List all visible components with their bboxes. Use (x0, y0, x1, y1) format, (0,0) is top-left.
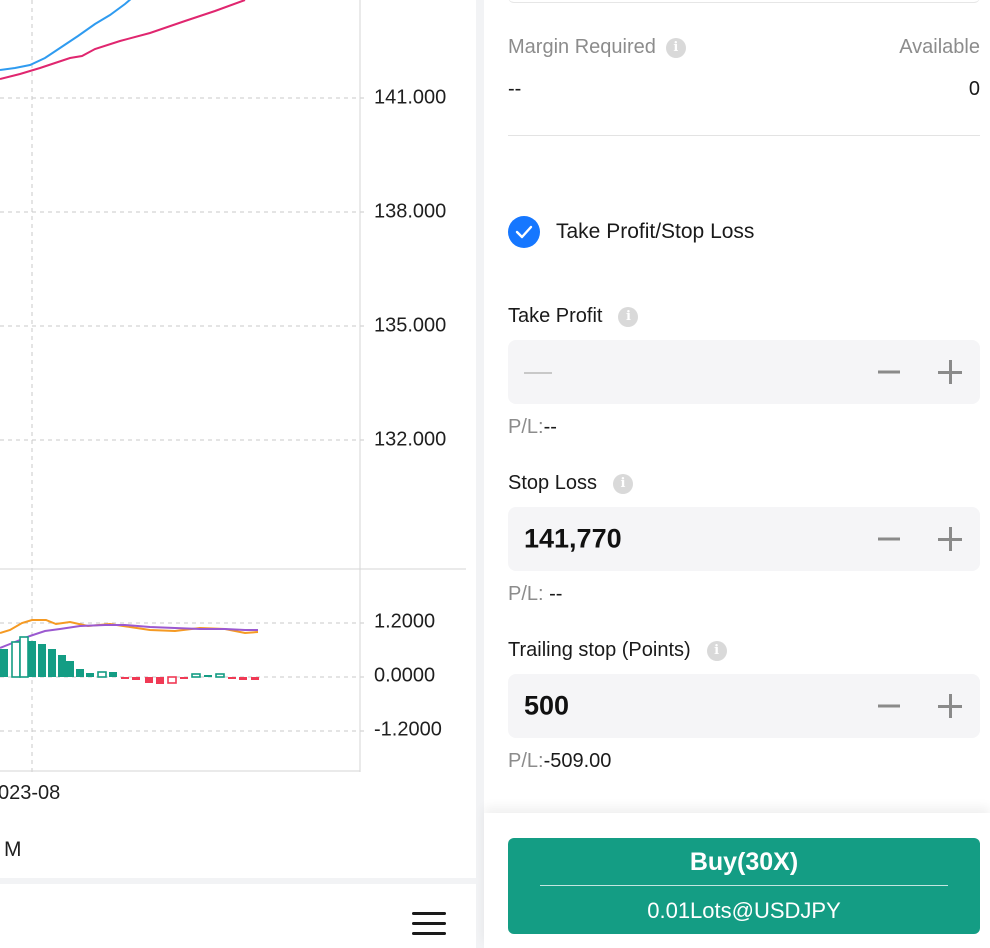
macd-bar (86, 673, 94, 677)
date-axis-label: 023-08 (0, 782, 61, 804)
info-icon[interactable]: i (618, 306, 639, 327)
take-profit-stepper[interactable] (508, 340, 980, 404)
buy-button-subtitle: 0.01Lots@USDJPY (647, 898, 841, 923)
macd-bar (156, 677, 164, 684)
buy-footer: Buy(30X) 0.01Lots@USDJPY (484, 813, 990, 948)
macd-bar (76, 669, 84, 677)
pl-value: -509.00 (543, 750, 612, 772)
stop-loss-stepper[interactable]: 141,770 (508, 507, 980, 571)
info-icon[interactable]: i (612, 473, 633, 494)
margin-row: Margin Required i Available (508, 36, 980, 59)
macd-bar (180, 677, 188, 679)
pl-value: -- (543, 583, 563, 605)
order-panel: Margin Required i Available -- 0 Take Pr… (484, 0, 990, 948)
minus-icon[interactable] (878, 537, 900, 541)
stop-loss-pl: P/L: -- (508, 583, 562, 606)
dif-line (0, 619, 259, 635)
available-label: Available (899, 36, 980, 58)
take-profit-input[interactable] (524, 372, 552, 374)
section-divider (0, 878, 476, 884)
trailing-stop-header: Trailing stop (Points) i (508, 639, 980, 662)
tpsl-toggle[interactable]: Take Profit/Stop Loss (508, 216, 980, 248)
macd-bar (11, 641, 21, 678)
period-label[interactable]: M (4, 838, 22, 861)
macd-bar (109, 672, 117, 677)
macd-bar (145, 677, 153, 683)
pl-value: -- (543, 416, 557, 438)
plus-icon[interactable] (938, 527, 962, 551)
macd-bar (239, 677, 247, 680)
trailing-stop-pl: P/L:-509.00 (508, 750, 611, 773)
take-profit-label: Take Profit (508, 305, 603, 327)
trailing-stop-label: Trailing stop (Points) (508, 639, 691, 661)
macd-bar (167, 676, 177, 684)
margin-required-value: -- (508, 78, 522, 100)
ma-line-pink (0, 0, 246, 80)
macd-bar (0, 649, 8, 677)
available-value: 0 (968, 78, 980, 100)
macd-bar (28, 641, 36, 677)
buy-button-divider (540, 885, 948, 886)
margin-required-label: Margin Required (508, 36, 656, 58)
trailing-stop-input[interactable]: 500 (524, 690, 570, 721)
trailing-stop-stepper[interactable]: 500 (508, 674, 980, 738)
ma-line-blue (0, 0, 132, 71)
divider (508, 135, 980, 136)
dea-line (0, 624, 258, 649)
price-axis-label: 141.000 (374, 86, 447, 109)
panel-divider (476, 0, 484, 948)
macd-bar (97, 671, 107, 678)
take-profit-pl: P/L:-- (508, 416, 557, 439)
price-chart[interactable] (0, 0, 476, 780)
buy-button[interactable]: Buy(30X) 0.01Lots@USDJPY (508, 838, 980, 934)
price-axis-label: 138.000 (374, 200, 447, 223)
macd-bar (48, 649, 56, 677)
pl-label: P/L: (508, 750, 544, 772)
stop-loss-input[interactable]: 141,770 (524, 523, 622, 554)
indicator-axis-label: 1.2000 (374, 610, 436, 633)
stop-loss-header: Stop Loss i (508, 472, 980, 495)
menu-icon[interactable] (412, 912, 446, 938)
info-icon[interactable]: i (665, 37, 686, 58)
indicator-axis-label: -1.2000 (374, 718, 442, 741)
top-card (508, 0, 980, 3)
macd-bar (132, 677, 140, 680)
plus-icon[interactable] (938, 694, 962, 718)
info-icon[interactable]: i (706, 640, 727, 661)
macd-bar (38, 644, 46, 677)
buy-button-title: Buy(30X) (689, 848, 799, 876)
macd-bar (215, 673, 225, 678)
margin-values-row: -- 0 (508, 78, 980, 101)
price-axis-label: 135.000 (374, 314, 447, 337)
plus-icon[interactable] (938, 360, 962, 384)
take-profit-header: Take Profit i (508, 305, 980, 328)
pl-label: P/L: (508, 583, 544, 605)
check-icon (515, 225, 533, 239)
tpsl-checkbox[interactable] (508, 216, 540, 248)
pl-label: P/L: (508, 416, 544, 438)
minus-icon[interactable] (878, 704, 900, 708)
chart-panel: 141.000 138.000 135.000 132.000 1.2000 0… (0, 0, 476, 948)
stop-loss-label: Stop Loss (508, 472, 597, 494)
macd-bar (121, 677, 129, 679)
macd-bar (191, 673, 201, 678)
macd-bar (251, 677, 259, 680)
macd-bar (19, 636, 29, 678)
macd-bar (228, 677, 236, 679)
price-axis-label: 132.000 (374, 428, 447, 451)
minus-icon[interactable] (878, 370, 900, 374)
macd-bar (58, 655, 66, 677)
macd-bar (66, 661, 74, 677)
indicator-axis-label: 0.0000 (374, 664, 436, 687)
macd-bar (204, 675, 212, 677)
tpsl-label: Take Profit/Stop Loss (556, 220, 755, 243)
